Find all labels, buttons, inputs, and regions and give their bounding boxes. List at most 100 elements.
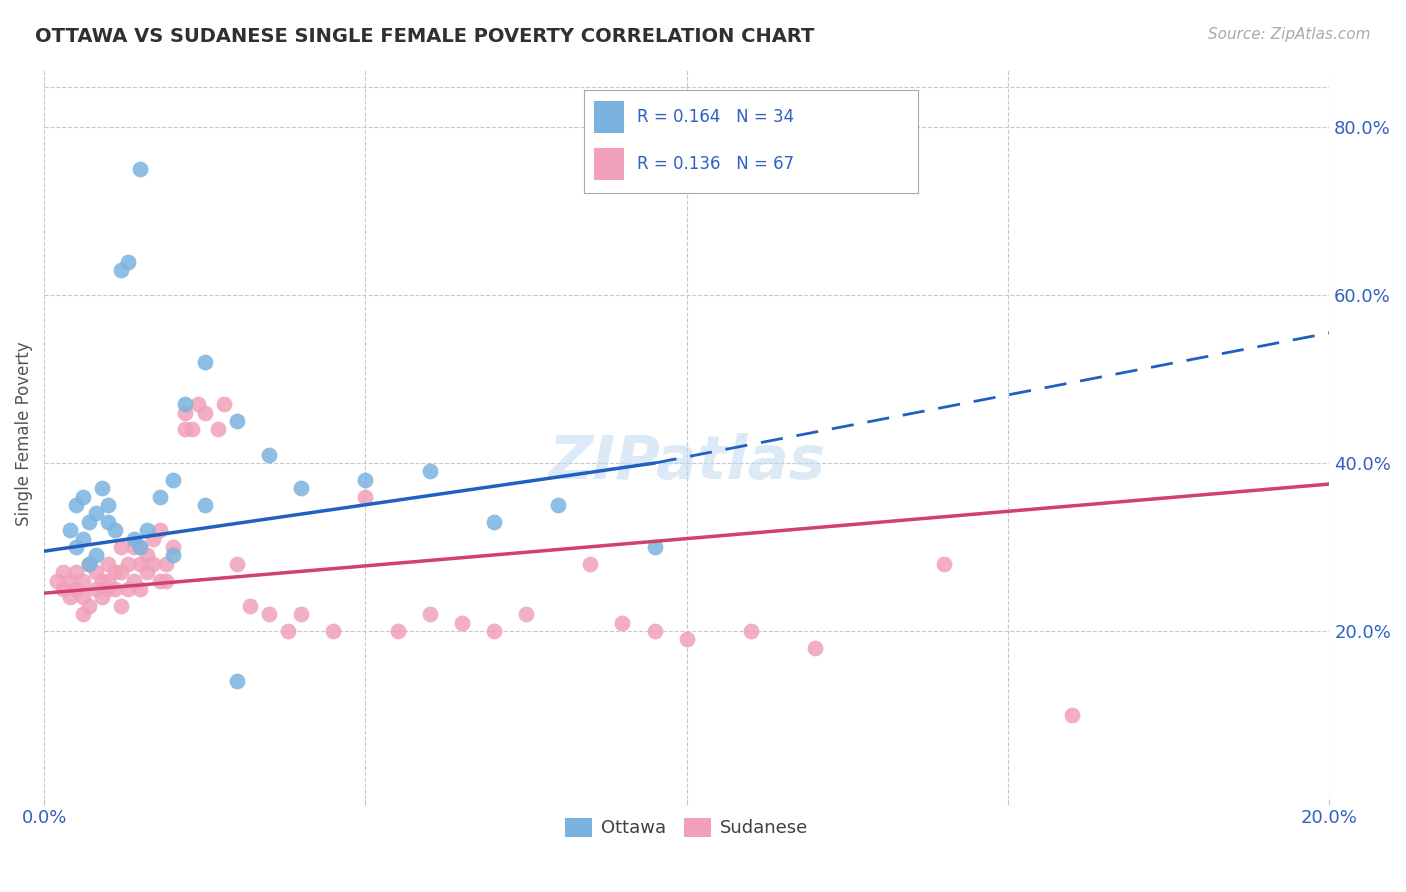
- Point: [84, 582, 107, 596]
- Point: [174, 422, 197, 436]
- Point: [187, 397, 209, 411]
- Y-axis label: Single Female Poverty: Single Female Poverty: [15, 342, 32, 526]
- Point: [129, 582, 152, 596]
- Point: [932, 557, 955, 571]
- Point: [46, 574, 69, 588]
- Point: [290, 481, 312, 495]
- Point: [354, 490, 377, 504]
- Point: [72, 574, 94, 588]
- Point: [644, 624, 666, 638]
- Point: [419, 607, 441, 622]
- Point: [135, 523, 157, 537]
- Point: [450, 615, 472, 630]
- Point: [1062, 707, 1084, 722]
- Point: [180, 422, 202, 436]
- Text: Source: ZipAtlas.com: Source: ZipAtlas.com: [1208, 27, 1371, 42]
- Point: [52, 565, 75, 579]
- Point: [91, 481, 114, 495]
- Point: [91, 591, 114, 605]
- Point: [72, 490, 94, 504]
- Point: [174, 397, 197, 411]
- Point: [84, 565, 107, 579]
- Point: [740, 624, 762, 638]
- Point: [72, 532, 94, 546]
- Point: [149, 490, 172, 504]
- Point: [482, 624, 505, 638]
- Point: [162, 549, 184, 563]
- Point: [644, 540, 666, 554]
- Point: [104, 523, 127, 537]
- Point: [110, 540, 132, 554]
- Point: [155, 557, 177, 571]
- Point: [162, 540, 184, 554]
- Point: [117, 582, 139, 596]
- Point: [277, 624, 299, 638]
- Point: [174, 406, 197, 420]
- Point: [547, 498, 569, 512]
- Point: [77, 599, 100, 613]
- Point: [225, 557, 247, 571]
- Point: [675, 632, 697, 647]
- Point: [97, 498, 120, 512]
- Point: [322, 624, 344, 638]
- Point: [110, 565, 132, 579]
- Point: [804, 640, 827, 655]
- Point: [77, 515, 100, 529]
- Point: [194, 355, 217, 369]
- Point: [84, 549, 107, 563]
- Point: [225, 414, 247, 428]
- Point: [419, 465, 441, 479]
- Point: [110, 263, 132, 277]
- Point: [65, 582, 87, 596]
- Point: [194, 406, 217, 420]
- Point: [142, 532, 165, 546]
- Point: [155, 574, 177, 588]
- Point: [122, 532, 145, 546]
- Point: [59, 523, 82, 537]
- Point: [290, 607, 312, 622]
- Point: [129, 557, 152, 571]
- Point: [257, 448, 280, 462]
- Point: [122, 574, 145, 588]
- Point: [91, 574, 114, 588]
- Point: [142, 557, 165, 571]
- Point: [149, 574, 172, 588]
- Point: [104, 582, 127, 596]
- Point: [354, 473, 377, 487]
- Point: [97, 574, 120, 588]
- Point: [207, 422, 229, 436]
- Point: [122, 540, 145, 554]
- Text: ZIPatlas: ZIPatlas: [548, 434, 825, 492]
- Point: [84, 507, 107, 521]
- Point: [97, 557, 120, 571]
- Point: [612, 615, 634, 630]
- Point: [72, 607, 94, 622]
- Point: [194, 498, 217, 512]
- Point: [257, 607, 280, 622]
- Point: [65, 540, 87, 554]
- Point: [65, 498, 87, 512]
- Legend: Ottawa, Sudanese: Ottawa, Sudanese: [558, 811, 815, 845]
- Point: [129, 540, 152, 554]
- Point: [117, 557, 139, 571]
- Point: [482, 515, 505, 529]
- Point: [104, 565, 127, 579]
- Point: [52, 582, 75, 596]
- Point: [162, 473, 184, 487]
- Point: [212, 397, 235, 411]
- Point: [110, 599, 132, 613]
- Point: [149, 523, 172, 537]
- Point: [77, 557, 100, 571]
- Text: OTTAWA VS SUDANESE SINGLE FEMALE POVERTY CORRELATION CHART: OTTAWA VS SUDANESE SINGLE FEMALE POVERTY…: [35, 27, 814, 45]
- Point: [135, 549, 157, 563]
- Point: [135, 565, 157, 579]
- Point: [129, 162, 152, 177]
- Point: [65, 565, 87, 579]
- Point: [72, 591, 94, 605]
- Point: [579, 557, 602, 571]
- Point: [515, 607, 537, 622]
- Point: [97, 515, 120, 529]
- Point: [387, 624, 409, 638]
- Point: [129, 540, 152, 554]
- Point: [239, 599, 262, 613]
